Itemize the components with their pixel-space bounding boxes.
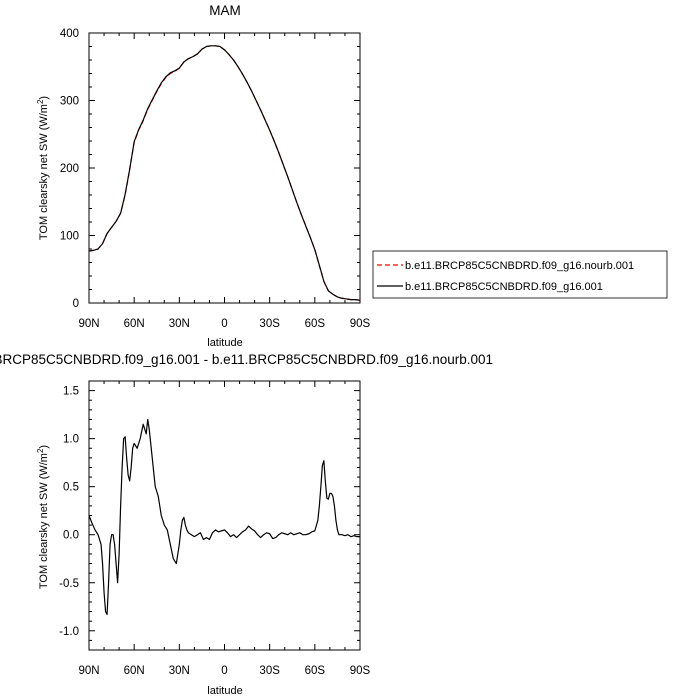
bottom-chart-x-tick-label: 60N: [124, 665, 145, 677]
top-chart-x-tick-label: 90S: [350, 318, 371, 330]
top-chart-y-label-superscript: 2: [36, 99, 45, 104]
top-chart-x-tick-label: 60S: [305, 318, 326, 330]
top-chart-y-tick-label: 400: [60, 28, 79, 40]
bottom-chart-title: b.e11.BRCP85C5CNBDRD.f09_g16.001 - b.e11…: [0, 352, 493, 367]
top-chart-x-tick-label: 0: [221, 318, 227, 330]
bottom-chart-x-tick-label: 30S: [259, 665, 280, 677]
bottom-chart-y-label-main: TOM clearsky net SW (W/m: [38, 453, 50, 589]
top-chart-y-axis-label: TOM clearsky net SW (W/m2): [36, 96, 50, 240]
legend: b.e11.BRCP85C5CNBDRD.f09_g16.nourb.001 b…: [372, 250, 668, 299]
bottom-chart-series-line-0: [88, 418, 360, 616]
top-chart-series-line-0: [88, 45, 361, 301]
bottom-chart-plot-frame: [88, 380, 361, 651]
bottom-chart-y-tick-label: -0.5: [59, 578, 79, 590]
top-chart-y-tick-label: 100: [60, 231, 79, 243]
bottom-chart-y-tick-label: 1.5: [63, 386, 79, 398]
top-chart-y-tick-labels: 0 100 200 300 400: [60, 28, 79, 310]
top-chart-series-line-1: [88, 45, 361, 301]
bottom-chart-y-label-tail: ): [38, 445, 50, 449]
top-chart: MAM 0 100 200 300 400 90N 60N 30N 0 30S 60S 90S la…: [36, 3, 668, 349]
bottom-chart-x-tick-label: 30N: [169, 665, 190, 677]
top-chart-y-tick-label: 200: [60, 163, 79, 175]
legend-box: [372, 250, 668, 299]
bottom-chart-y-tick-label: 0.5: [63, 482, 79, 494]
bottom-chart-x-tick-label: 90S: [350, 665, 371, 677]
top-chart-x-tick-labels: 90N 60N 30N 0 30S 60S 90S: [78, 318, 370, 330]
bottom-chart: b.e11.BRCP85C5CNBDRD.f09_g16.001 - b.e11…: [0, 352, 493, 697]
top-chart-y-label-tail: ): [38, 96, 50, 100]
top-chart-x-tick-label: 30N: [169, 318, 190, 330]
bottom-chart-y-tick-label: 1.0: [63, 434, 79, 446]
top-chart-x-tick-label: 90N: [78, 318, 99, 330]
bottom-chart-y-tick-labels: -1.0 -0.5 0.0 0.5 1.0 1.5: [59, 386, 79, 638]
legend-label-urb: b.e11.BRCP85C5CNBDRD.f09_g16.001: [405, 281, 603, 293]
legend-label-nourb: b.e11.BRCP85C5CNBDRD.f09_g16.nourb.001: [405, 260, 634, 272]
top-chart-title: MAM: [209, 3, 241, 18]
top-chart-x-tick-label: 60N: [124, 318, 145, 330]
top-chart-x-axis-label: latitude: [207, 337, 242, 349]
bottom-chart-x-tick-label: 90N: [78, 665, 99, 677]
top-chart-y-tick-label: 300: [60, 96, 79, 108]
top-chart-x-tick-label: 30S: [259, 318, 280, 330]
bottom-chart-y-tick-label: -1.0: [59, 626, 79, 638]
bottom-chart-axes: [88, 380, 361, 651]
bottom-chart-x-tick-label: 60S: [305, 665, 326, 677]
bottom-chart-x-tick-labels: 90N 60N 30N 0 30S 60S 90S: [78, 665, 370, 677]
top-chart-y-label-main: TOM clearsky net SW (W/m: [38, 104, 50, 240]
top-chart-y-tick-label: 0: [73, 298, 79, 310]
bottom-chart-x-axis-label: latitude: [207, 685, 242, 697]
bottom-chart-y-axis-label: TOM clearsky net SW (W/m2): [36, 445, 50, 589]
bottom-chart-x-tick-label: 0: [221, 665, 227, 677]
bottom-chart-y-tick-label: 0.0: [63, 530, 79, 542]
bottom-chart-series: [88, 418, 360, 616]
bottom-chart-y-label-superscript: 2: [36, 448, 45, 453]
top-chart-series: [88, 45, 361, 301]
